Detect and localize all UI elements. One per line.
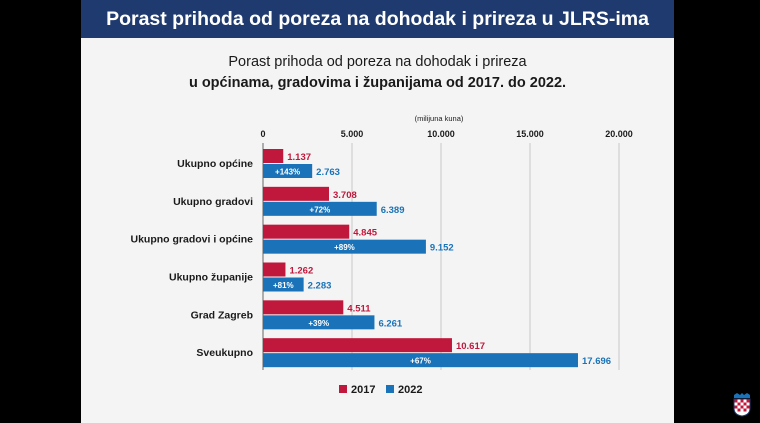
growth-label: +143% (275, 168, 300, 177)
legend-label-2022: 2022 (398, 384, 422, 396)
bar-2017 (263, 300, 344, 315)
bar-label-2022: 17.696 (582, 356, 611, 367)
bar-2022 (263, 277, 304, 292)
slide: Porast prihoda od poreza na dohodak i pr… (81, 0, 674, 423)
bar-label-2022: 2.283 (308, 281, 332, 292)
growth-label: +39% (308, 319, 329, 328)
x-tick-label: 5.000 (341, 129, 364, 139)
growth-label: +89% (334, 243, 355, 252)
bar-2017 (263, 262, 286, 277)
bar-2017 (263, 186, 330, 201)
bar-label-2022: 2.763 (316, 167, 340, 178)
bar-label-2022: 9.152 (430, 243, 454, 254)
growth-label: +67% (410, 357, 431, 366)
category-label: Ukupno županije (169, 272, 253, 284)
category-label: Ukupno općine (177, 158, 253, 170)
x-tick-label: 20.000 (605, 129, 633, 139)
slide-banner: Porast prihoda od poreza na dohodak i pr… (81, 0, 674, 38)
category-label: Ukupno gradovi (173, 196, 253, 208)
category-label: Ukupno gradovi i općine (130, 234, 253, 246)
legend-swatch-2022 (386, 385, 394, 393)
bar-label-2017: 4.511 (347, 303, 371, 314)
chart-title-line-1: Porast prihoda od poreza na dohodak i pr… (228, 54, 527, 70)
category-label: Sveukupno (196, 347, 253, 359)
chart-title-line-2: u općinama, gradovima i županijama od 20… (188, 75, 567, 91)
bar-label-2017: 3.708 (333, 190, 357, 201)
bar-2017 (263, 149, 284, 163)
x-tick-label: 0 (260, 129, 265, 139)
bar-2022 (263, 164, 313, 178)
croatian-coat-of-arms-icon (733, 393, 751, 417)
bar-2022 (263, 353, 578, 368)
axis-unit-label: (milijuna kuna) (415, 114, 464, 123)
x-tick-label: 10.000 (427, 129, 455, 139)
bar-label-2017: 4.845 (353, 228, 377, 239)
bar-2017 (263, 338, 452, 353)
bar-label-2017: 10.617 (456, 341, 485, 352)
growth-label: +72% (310, 205, 331, 214)
bar-label-2017: 1.137 (287, 152, 311, 163)
bar-2022 (263, 239, 426, 254)
bar-label-2017: 1.262 (289, 266, 313, 277)
legend-swatch-2017 (339, 385, 347, 393)
legend-label-2017: 2017 (351, 384, 375, 396)
bar-2017 (263, 224, 350, 239)
bar-2022 (263, 315, 375, 330)
x-tick-label: 15.000 (516, 129, 544, 139)
chart-title: Porast prihoda od poreza na dohodak i pr… (81, 52, 674, 94)
bar-label-2022: 6.261 (378, 318, 402, 329)
bar-2022 (263, 201, 377, 216)
category-label: Grad Zagreb (191, 309, 253, 321)
bar-label-2022: 6.389 (381, 205, 405, 216)
growth-label: +81% (273, 281, 294, 290)
banner-title: Porast prihoda od poreza na dohodak i pr… (106, 7, 649, 30)
